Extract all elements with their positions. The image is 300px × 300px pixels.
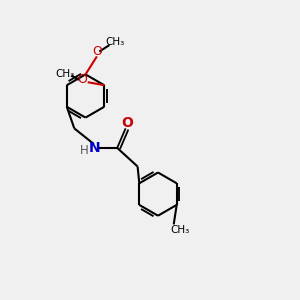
Text: CH₃: CH₃ (105, 37, 124, 47)
Text: O: O (93, 44, 102, 58)
Text: O: O (121, 116, 133, 130)
Text: N: N (88, 141, 100, 155)
Text: CH₃: CH₃ (55, 69, 74, 79)
Text: H: H (80, 143, 88, 157)
Text: O: O (77, 73, 87, 86)
Text: CH₃: CH₃ (171, 225, 190, 235)
